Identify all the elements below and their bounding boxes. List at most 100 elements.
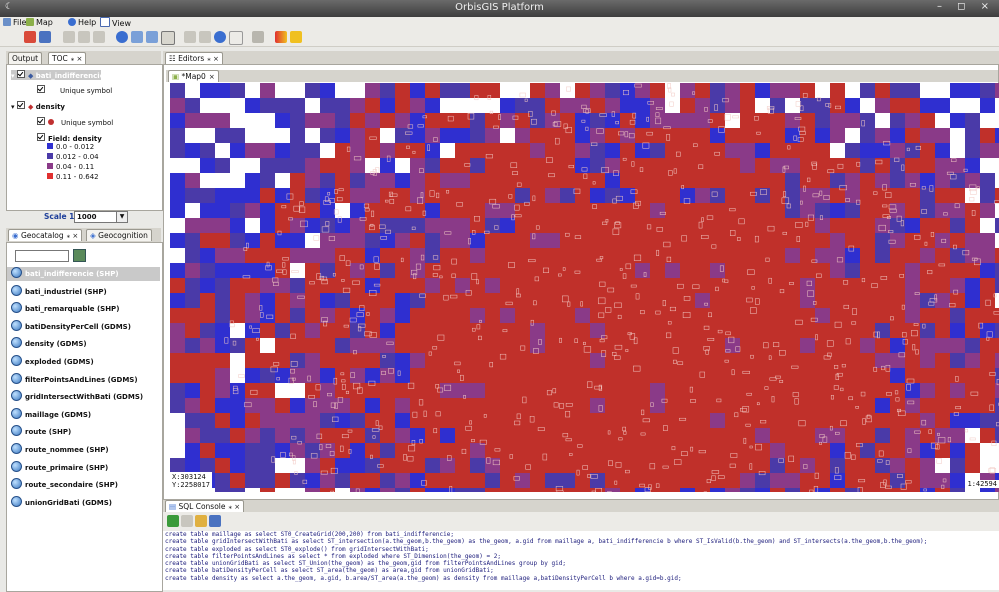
toc-symbol-density[interactable]: Unique symbol bbox=[37, 117, 113, 127]
menu-map[interactable]: Map bbox=[26, 17, 53, 29]
wand-icon[interactable] bbox=[78, 31, 90, 43]
expand-icon[interactable]: ▾ bbox=[11, 72, 15, 80]
density-cell bbox=[455, 338, 470, 353]
density-cell bbox=[680, 203, 695, 218]
density-cell bbox=[425, 428, 440, 443]
geocatalog-item[interactable]: maillage (GDMS) bbox=[7, 408, 160, 422]
geocatalog-item[interactable]: bati_indifferencie (SHP) bbox=[7, 267, 160, 281]
tab-editors[interactable]: ☷ Editors⁎ × bbox=[165, 52, 223, 64]
menu-help[interactable]: Help bbox=[68, 17, 96, 29]
density-cell bbox=[515, 338, 530, 353]
map-canvas[interactable]: X:303124 Y:2258017 1:42594 bbox=[170, 83, 999, 492]
density-cell bbox=[800, 233, 815, 248]
density-cell bbox=[200, 248, 215, 263]
density-cell bbox=[410, 278, 425, 293]
geocatalog-item[interactable]: exploded (GDMS) bbox=[7, 355, 160, 369]
density-cell bbox=[770, 308, 785, 323]
clear-icon[interactable] bbox=[63, 31, 75, 43]
geocatalog-item[interactable]: gridIntersectWithBati (GDMS) bbox=[7, 390, 160, 404]
density-cell bbox=[890, 293, 905, 308]
geocatalog-item[interactable]: bati_remarquable (SHP) bbox=[7, 302, 160, 316]
menu-file[interactable]: File bbox=[3, 17, 26, 29]
density-cell bbox=[350, 158, 365, 173]
geocatalog-item[interactable]: route_nommee (SHP) bbox=[7, 443, 160, 457]
density-cell bbox=[800, 353, 815, 368]
density-cell bbox=[725, 428, 740, 443]
save-script-icon[interactable] bbox=[209, 515, 221, 527]
tab-output[interactable]: Output bbox=[8, 52, 42, 64]
density-cell bbox=[260, 158, 275, 173]
density-cell bbox=[905, 278, 920, 293]
geocatalog-item[interactable]: filterPointsAndLines (GDMS) bbox=[7, 373, 160, 387]
geocatalog-item[interactable]: density (GDMS) bbox=[7, 337, 160, 351]
legend-swatch bbox=[47, 143, 53, 149]
menu-view[interactable]: View bbox=[100, 17, 131, 29]
tab-map0[interactable]: ▣ *Map0× bbox=[168, 70, 219, 82]
geocatalog-search-input[interactable] bbox=[15, 250, 69, 262]
style-icon[interactable] bbox=[275, 31, 287, 43]
density-cell bbox=[275, 473, 290, 488]
clear-console-icon[interactable] bbox=[181, 515, 193, 527]
filter-icon[interactable] bbox=[73, 249, 86, 262]
map-svg[interactable] bbox=[170, 83, 999, 492]
symbol-checkbox[interactable] bbox=[37, 117, 45, 125]
window-controls[interactable]: – ◻ × bbox=[937, 1, 995, 12]
draw-icon[interactable] bbox=[290, 31, 302, 43]
density-cell bbox=[560, 443, 575, 458]
field-checkbox[interactable] bbox=[37, 133, 45, 141]
scale-input[interactable]: 1000 bbox=[74, 211, 118, 223]
sql-editor[interactable]: create table maillage as select ST0_Crea… bbox=[163, 531, 999, 590]
pan-icon[interactable] bbox=[161, 31, 175, 45]
tab-geocatalog[interactable]: ◉ Geocatalog⁎ × bbox=[8, 229, 82, 241]
toc-layer-density[interactable]: ▾ ◆ density bbox=[11, 101, 65, 111]
tab-sql-console[interactable]: ▤ SQL Console⁎ × bbox=[165, 500, 244, 512]
layer-checkbox[interactable] bbox=[17, 101, 25, 109]
geocatalog-item[interactable]: route (SHP) bbox=[7, 425, 160, 439]
density-cell bbox=[635, 98, 650, 113]
full-extent-icon[interactable] bbox=[116, 31, 128, 43]
density-cell bbox=[620, 278, 635, 293]
density-cell bbox=[365, 98, 380, 113]
toc-layer-bati[interactable]: ▾ ◆ bati_indifferencie bbox=[11, 70, 101, 80]
geocatalog-item[interactable]: unionGridBati (GDMS) bbox=[7, 496, 160, 510]
density-cell bbox=[890, 128, 905, 143]
symbol-checkbox[interactable] bbox=[37, 85, 45, 93]
zoom-in-icon[interactable] bbox=[131, 31, 143, 43]
density-cell bbox=[185, 443, 200, 458]
remove-layer-icon[interactable] bbox=[24, 31, 36, 43]
density-cell bbox=[380, 248, 395, 263]
tab-toc[interactable]: TOC⁎ × bbox=[48, 52, 86, 64]
density-cell bbox=[515, 308, 530, 323]
save-icon[interactable] bbox=[39, 31, 51, 43]
pointer-icon[interactable] bbox=[229, 31, 243, 45]
zoom-out-icon[interactable] bbox=[146, 31, 158, 43]
toc-symbol-bati[interactable]: Unique symbol bbox=[37, 85, 112, 95]
open-file-icon[interactable] bbox=[195, 515, 207, 527]
density-cell bbox=[200, 428, 215, 443]
geocatalog-item[interactable]: route_secondaire (SHP) bbox=[7, 478, 160, 492]
density-cell bbox=[965, 218, 980, 233]
scale-dropdown-icon[interactable]: ▼ bbox=[116, 211, 128, 223]
geocatalog-item[interactable]: route_primaire (SHP) bbox=[7, 461, 160, 475]
editors-icon: ☷ bbox=[169, 54, 176, 63]
expand-icon[interactable]: ▾ bbox=[11, 103, 15, 111]
info-icon[interactable] bbox=[214, 31, 226, 43]
execute-icon[interactable] bbox=[167, 515, 179, 527]
tab-geocognition[interactable]: ◈ Geocognition bbox=[86, 229, 152, 241]
density-cell bbox=[410, 233, 425, 248]
table-icon[interactable] bbox=[93, 31, 105, 43]
zoom-select-icon[interactable] bbox=[199, 31, 211, 43]
density-cell bbox=[770, 188, 785, 203]
edit-icon[interactable] bbox=[252, 31, 264, 43]
density-cell bbox=[545, 173, 560, 188]
density-cell bbox=[455, 473, 470, 488]
density-cell bbox=[275, 158, 290, 173]
geocatalog-item[interactable]: bati_industriel (SHP) bbox=[7, 285, 160, 299]
layer-checkbox[interactable] bbox=[17, 70, 25, 78]
density-cell bbox=[890, 248, 905, 263]
density-cell bbox=[245, 443, 260, 458]
density-cell bbox=[965, 263, 980, 278]
select-icon[interactable] bbox=[184, 31, 196, 43]
geocatalog-item[interactable]: batiDensityPerCell (GDMS) bbox=[7, 320, 160, 334]
density-cell bbox=[740, 338, 755, 353]
